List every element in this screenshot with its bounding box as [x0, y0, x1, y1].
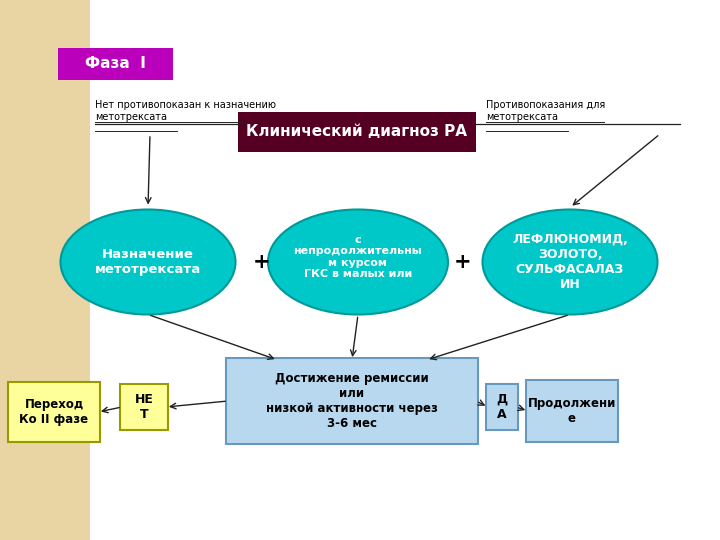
Text: +: +: [253, 252, 271, 272]
Text: с
непродолжительны
м курсом
ГКС в малых или: с непродолжительны м курсом ГКС в малых …: [294, 234, 423, 279]
Text: НЕ
Т: НЕ Т: [135, 393, 153, 421]
Ellipse shape: [482, 210, 657, 314]
Text: Д
А: Д А: [496, 393, 508, 421]
FancyBboxPatch shape: [8, 382, 100, 442]
Text: ЛЕФЛЮНОМИД,
ЗОЛОТО,
СУЛЬФАСАЛАЗ
ИН: ЛЕФЛЮНОМИД, ЗОЛОТО, СУЛЬФАСАЛАЗ ИН: [512, 233, 628, 291]
FancyBboxPatch shape: [58, 48, 173, 80]
Text: Противопоказания для
метотрексата: Противопоказания для метотрексата: [486, 100, 606, 122]
Text: Нет противопоказан к назначению
метотрексата: Нет противопоказан к назначению метотрек…: [95, 100, 276, 122]
Text: Продолжени
е: Продолжени е: [528, 397, 616, 425]
FancyBboxPatch shape: [120, 384, 168, 430]
Text: Назначение
метотрексата: Назначение метотрексата: [95, 248, 201, 276]
Text: Клинический диагноз РА: Клинический диагноз РА: [246, 125, 467, 139]
Text: Переход
Ко II фазе: Переход Ко II фазе: [19, 398, 89, 426]
Text: Фаза  I: Фаза I: [85, 57, 146, 71]
Ellipse shape: [60, 210, 235, 314]
Text: Достижение ремиссии
или
низкой активности через
3-6 мес: Достижение ремиссии или низкой активност…: [266, 372, 438, 430]
FancyBboxPatch shape: [486, 384, 518, 430]
Ellipse shape: [268, 210, 448, 314]
FancyBboxPatch shape: [226, 358, 478, 444]
FancyBboxPatch shape: [238, 112, 476, 152]
Text: +: +: [454, 252, 472, 272]
FancyBboxPatch shape: [526, 380, 618, 442]
FancyBboxPatch shape: [0, 0, 90, 540]
